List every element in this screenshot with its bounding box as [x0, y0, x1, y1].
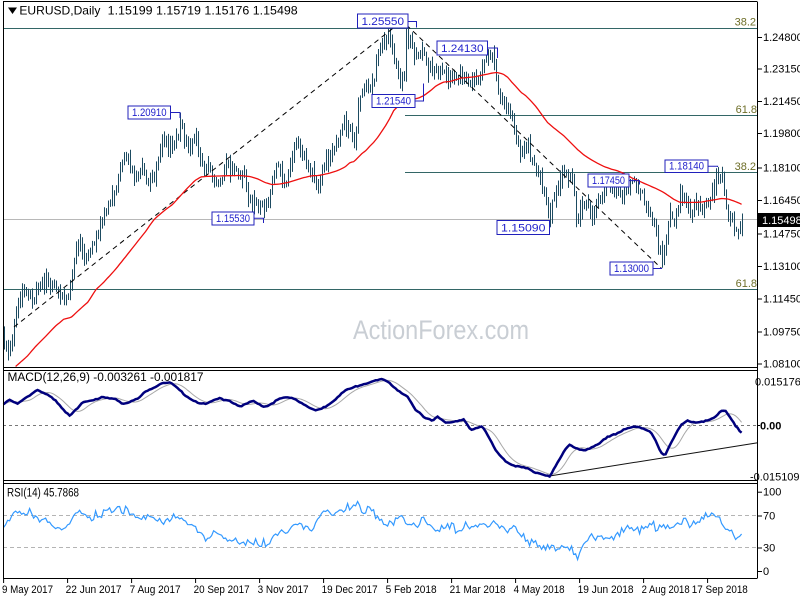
svg-text:1.08100: 1.08100: [763, 359, 800, 371]
svg-text:1.24800: 1.24800: [763, 32, 800, 44]
svg-text:30: 30: [763, 543, 775, 555]
svg-text:1.16450: 1.16450: [763, 195, 800, 207]
svg-text:1.15090: 1.15090: [501, 223, 546, 235]
svg-text:3 Nov 2017: 3 Nov 2017: [258, 584, 309, 596]
svg-text:1.21540: 1.21540: [376, 96, 411, 108]
svg-text:0: 0: [763, 566, 769, 578]
svg-text:1.14750: 1.14750: [763, 229, 800, 241]
svg-text:1.13100: 1.13100: [763, 261, 800, 273]
svg-text:1.09750: 1.09750: [763, 327, 800, 339]
svg-text:1.17450: 1.17450: [592, 175, 625, 187]
svg-text:19 Jun 2018: 19 Jun 2018: [578, 584, 634, 596]
svg-text:19 Dec 2017: 19 Dec 2017: [322, 584, 378, 596]
svg-text:MACD(12,26,9) -0.003261 -0.001: MACD(12,26,9) -0.003261 -0.001817: [8, 372, 204, 384]
svg-text:EURUSD,Daily: EURUSD,Daily: [19, 4, 100, 18]
svg-text:17 Sep 2018: 17 Sep 2018: [692, 584, 748, 596]
svg-text:1.13000: 1.13000: [614, 263, 649, 275]
svg-text:9 May 2017: 9 May 2017: [2, 584, 53, 596]
svg-text:ActionForex.com: ActionForex.com: [353, 315, 529, 345]
svg-text:7 Aug 2017: 7 Aug 2017: [130, 584, 181, 596]
svg-text:-0.015109: -0.015109: [750, 472, 800, 484]
svg-text:1.21450: 1.21450: [763, 96, 800, 108]
svg-text:1.15199 1.15719 1.15176 1.1549: 1.15199 1.15719 1.15176 1.15498: [108, 4, 298, 18]
svg-text:1.18140: 1.18140: [669, 161, 704, 173]
svg-text:1.20910: 1.20910: [132, 107, 167, 119]
svg-text:5 Feb 2018: 5 Feb 2018: [386, 584, 437, 596]
svg-text:21 Mar 2018: 21 Mar 2018: [450, 584, 506, 596]
svg-text:20 Sep 2017: 20 Sep 2017: [194, 584, 250, 596]
svg-text:RSI(14) 45.7868: RSI(14) 45.7868: [7, 488, 79, 500]
svg-text:38.2: 38.2: [735, 17, 756, 29]
svg-text:1.24130: 1.24130: [441, 43, 484, 55]
svg-text:61.8: 61.8: [736, 278, 757, 290]
svg-text:22 Jun 2017: 22 Jun 2017: [66, 584, 122, 596]
svg-text:1.23150: 1.23150: [763, 64, 800, 76]
svg-text:1.11450: 1.11450: [763, 294, 800, 306]
svg-text:1.18100: 1.18100: [763, 163, 800, 175]
svg-text:1.25550: 1.25550: [362, 16, 405, 28]
svg-text:38.2: 38.2: [735, 161, 756, 173]
svg-text:0.00: 0.00: [760, 421, 781, 433]
svg-text:1.15530: 1.15530: [216, 213, 250, 225]
svg-text:1.15498: 1.15498: [762, 215, 800, 227]
svg-text:61.8: 61.8: [736, 104, 757, 116]
svg-text:2 Aug 2018: 2 Aug 2018: [642, 584, 690, 596]
svg-text:70: 70: [763, 511, 775, 523]
svg-text:4 May 2018: 4 May 2018: [514, 584, 565, 596]
svg-text:1.19800: 1.19800: [763, 128, 800, 140]
svg-text:0.015176: 0.015176: [755, 377, 800, 389]
svg-text:100: 100: [763, 487, 781, 499]
